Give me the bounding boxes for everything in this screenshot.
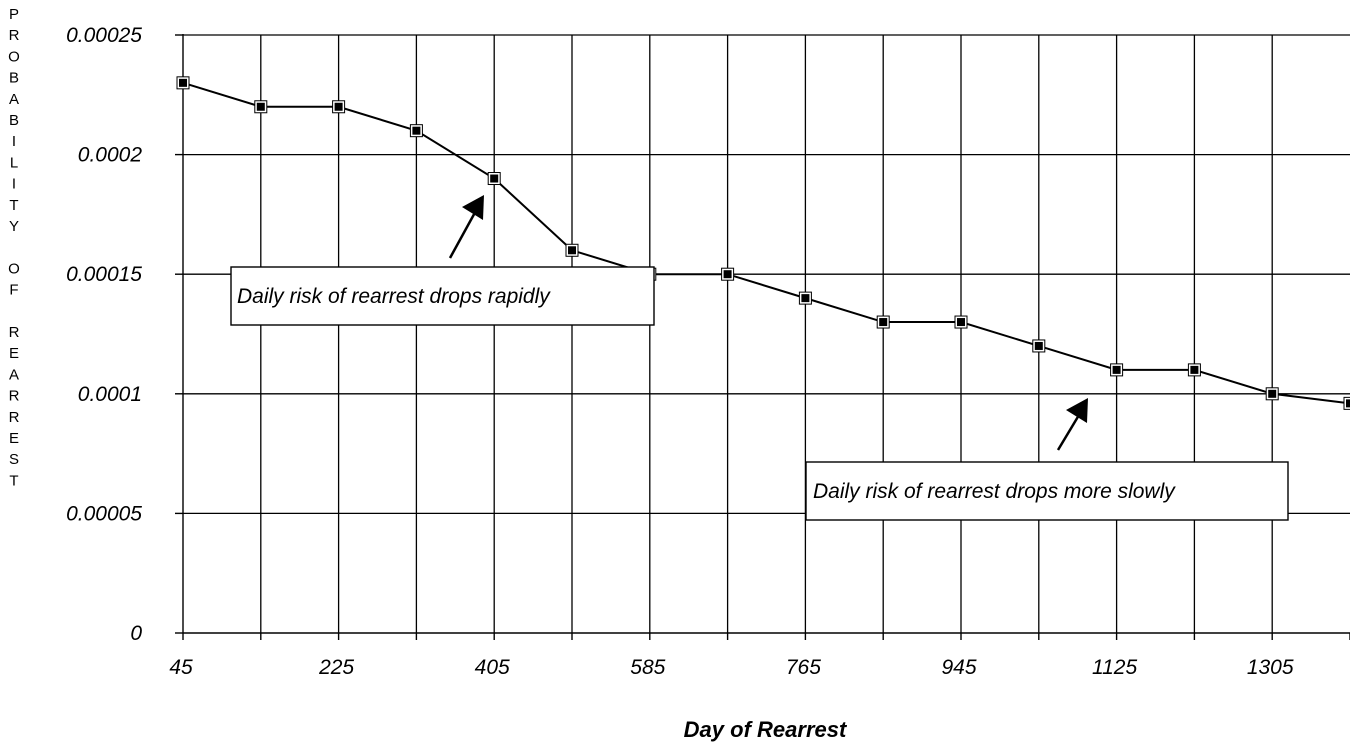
y-axis-label-letter: O <box>8 260 20 277</box>
y-tick-label: 0.00005 <box>66 502 142 525</box>
y-axis-label-letter: R <box>9 324 20 341</box>
y-axis-label-letter: L <box>10 154 18 171</box>
series-polyline <box>182 81 1350 405</box>
data-point-fill <box>256 102 265 111</box>
y-tick-labels: 0 0.00005 0.0001 0.00015 0.0002 0.00025 <box>66 24 142 645</box>
data-point-fill <box>801 294 810 303</box>
y-axis-label-letter: F <box>9 282 18 299</box>
data-point-fill <box>1346 399 1350 408</box>
y-axis-label-letter: P <box>9 6 19 23</box>
y-axis-label-letter: A <box>9 91 19 108</box>
data-point-fill <box>723 270 732 279</box>
y-tick-label: 0.0001 <box>78 383 142 406</box>
annotation-text: Daily risk of rearrest drops more slowly <box>813 480 1176 503</box>
y-axis-label-letter: R <box>9 388 20 405</box>
y-axis-label-letter: R <box>9 27 20 44</box>
y-tick-label: 0.0002 <box>78 144 143 167</box>
x-tick-label: 405 <box>475 656 510 679</box>
y-tick-label: 0 <box>130 622 142 645</box>
data-point-fill <box>334 102 343 111</box>
y-axis-label-letter: B <box>9 112 19 129</box>
x-tick-label: 45 <box>169 656 193 679</box>
data-point-fill <box>879 318 888 327</box>
data-point-fill <box>1034 341 1043 350</box>
x-tick-labels: 45 225 405 585 765 945 1125 1305 <box>169 656 1294 679</box>
x-tick-label: 585 <box>630 656 665 679</box>
data-point-fill <box>412 126 421 135</box>
annotation-box <box>805 461 1289 521</box>
y-axis-label-letter: Y <box>9 218 19 235</box>
data-point-fill <box>490 174 499 183</box>
y-tick-label: 0.00025 <box>66 24 142 47</box>
annotation-arrow-shaft <box>448 206 480 259</box>
y-axis-label-letter: I <box>12 133 16 150</box>
x-tick-label: 1125 <box>1092 656 1137 679</box>
y-axis-label-letter: E <box>9 430 19 447</box>
y-axis-label-letter: R <box>9 409 20 426</box>
y-axis-label-letter: E <box>9 345 19 362</box>
data-point-fill <box>1190 365 1199 374</box>
y-axis-label-letter: T <box>9 472 18 489</box>
y-axis-label-letter: B <box>9 70 19 87</box>
grid-lines <box>183 34 1350 633</box>
y-axis-label-letter: O <box>8 48 20 65</box>
annotation-text: Daily risk of rearrest drops rapidly <box>237 285 551 308</box>
x-axis-label: Day of Rearrest <box>684 717 848 742</box>
data-point-fill <box>1112 365 1121 374</box>
x-tick-label: 765 <box>786 656 821 679</box>
annotations: Daily risk of rearrest drops rapidly Dail… <box>230 195 1289 521</box>
y-tick-label: 0.00015 <box>66 263 142 286</box>
annotation-arrow-head <box>462 195 484 220</box>
x-tick-label: 1305 <box>1247 656 1294 679</box>
y-axis-label-letter: T <box>9 197 18 214</box>
annotation-box <box>230 266 655 326</box>
y-axis-label-letter: I <box>12 176 16 193</box>
y-axis-label-letter: A <box>9 366 19 383</box>
axes <box>175 34 1350 640</box>
x-tick-label: 225 <box>318 656 354 679</box>
data-point-fill <box>957 318 965 327</box>
series-line <box>176 76 1350 410</box>
y-axis-label-letter: S <box>9 451 19 468</box>
annotation-arrow-head <box>1066 398 1088 423</box>
data-point-fill <box>568 246 576 255</box>
data-point-fill <box>179 78 187 87</box>
data-point-fill <box>1268 389 1277 398</box>
x-tick-label: 945 <box>941 656 976 679</box>
